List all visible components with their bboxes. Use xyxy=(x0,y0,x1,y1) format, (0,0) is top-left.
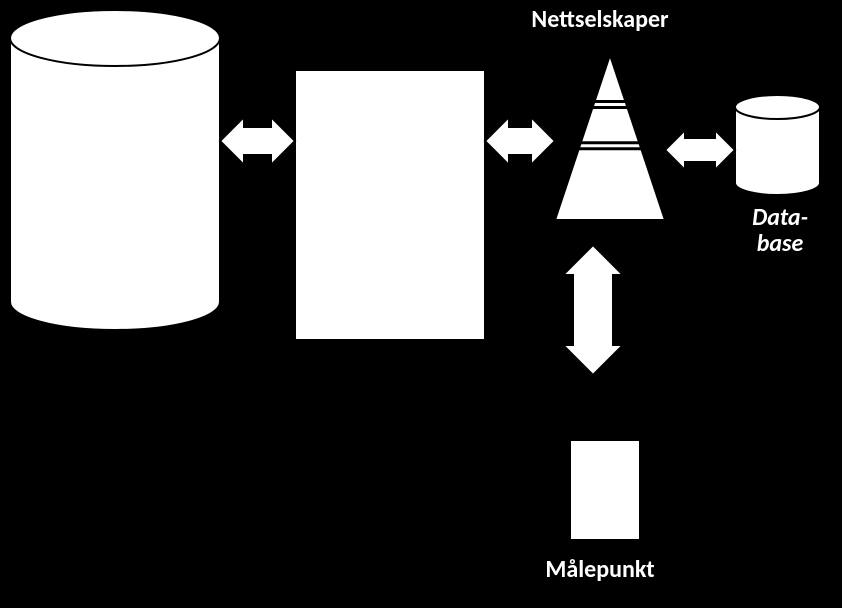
center-rect xyxy=(295,70,485,340)
small-rect xyxy=(570,440,640,540)
arrow-tower-db xyxy=(665,130,735,170)
small-cylinder-top xyxy=(735,95,820,119)
arrow-left-center xyxy=(220,117,295,165)
transmission-tower-triangle xyxy=(555,55,665,220)
label-malepunkt: Målepunkt xyxy=(500,555,700,584)
big-cylinder-top xyxy=(10,10,220,66)
arrow-center-tower xyxy=(485,117,555,165)
label-nettselskaper: Nettselskaper xyxy=(500,5,700,34)
label-database: Data- base xyxy=(720,205,840,258)
arrow-tower-down xyxy=(563,245,623,375)
